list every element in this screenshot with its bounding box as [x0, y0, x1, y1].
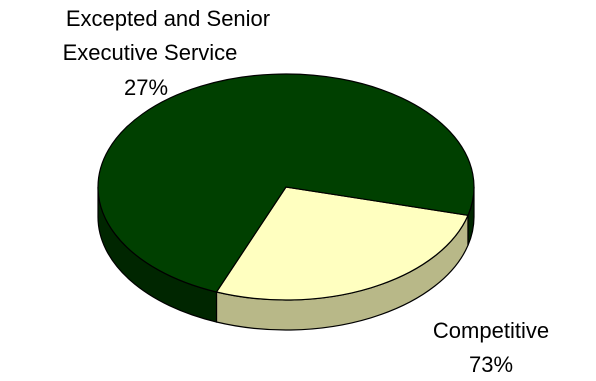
- slice-label-competitive: Competitive: [433, 318, 549, 343]
- slice-label-excepted-line2: Executive Service: [63, 40, 238, 65]
- pie-slice-0: [215, 186, 469, 301]
- slice-label-excepted-line1: Excepted and Senior: [66, 6, 270, 31]
- slice-value-competitive: 73%: [469, 352, 513, 377]
- slice-value-excepted: 27%: [124, 75, 168, 100]
- pie-slices: [97, 73, 475, 301]
- pie-slice-1: [97, 73, 475, 293]
